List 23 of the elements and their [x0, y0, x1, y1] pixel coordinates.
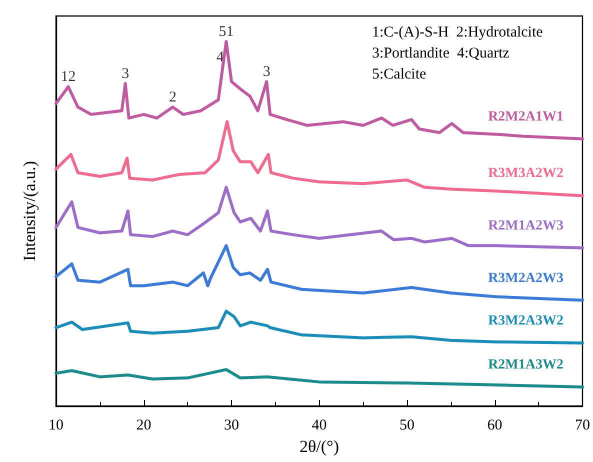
series-label: R2M1A3W2: [488, 358, 564, 373]
y-axis-title: Intensity/(a.u.): [20, 160, 39, 262]
series-label: R2M1A2W3: [488, 218, 564, 234]
annotation: 2: [168, 90, 176, 106]
x-tick-label: 50: [400, 418, 414, 434]
x-tick-label: 10: [48, 418, 64, 434]
x-tick-label: 60: [487, 418, 502, 434]
series-label: R3M3A2W2: [488, 166, 564, 182]
x-tick-label: 20: [136, 418, 152, 434]
series-label: R3M2A3W2: [488, 313, 564, 328]
x-axis-title: 2θ/(°): [300, 437, 339, 456]
x-tick-label: 30: [224, 418, 239, 434]
x-tick-label: 40: [312, 418, 327, 434]
annotation: 5:Calcite: [372, 66, 426, 82]
series-label: R3M2A2W3: [488, 270, 564, 286]
annotation: 51: [218, 24, 234, 40]
annotation: 3: [122, 66, 130, 82]
x-tick-label: 70: [575, 418, 590, 434]
annotation: 3: [262, 64, 270, 80]
series-label: R2M2A1W1: [488, 109, 564, 124]
annotation: 3:Portlandite 4:Quartz: [372, 46, 510, 62]
annotation: 12: [60, 69, 76, 86]
text: 1:C-(A)-S-H 2:Hydrotalcite: [372, 24, 544, 40]
